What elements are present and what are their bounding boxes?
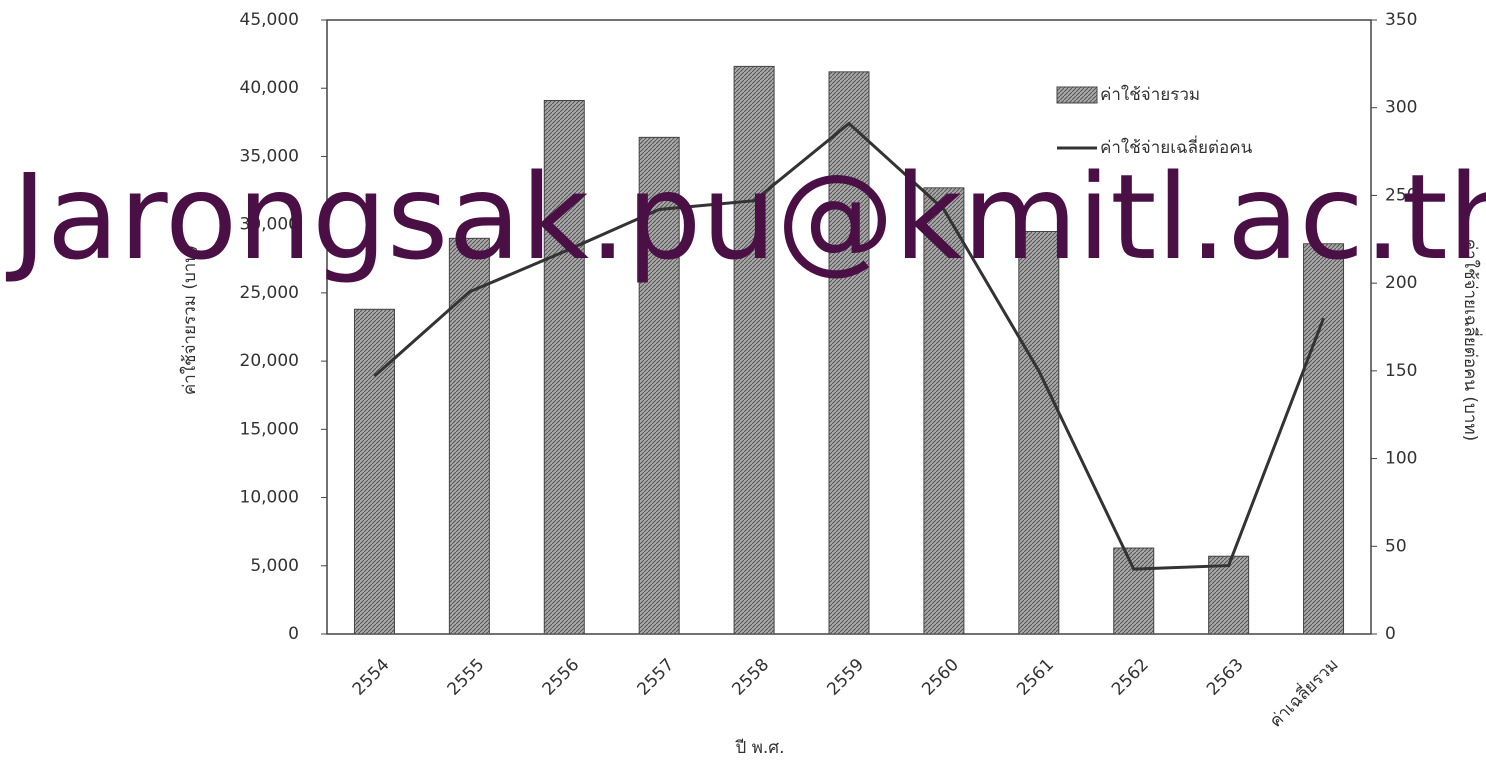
bar xyxy=(828,71,870,635)
bar xyxy=(638,136,680,635)
x-tick-label: 2561 xyxy=(1013,655,1058,700)
bar xyxy=(1113,547,1155,635)
x-tick-label: 2556 xyxy=(539,655,584,700)
x-tick-label: ค่าเฉลี่ยรวม xyxy=(1264,653,1343,732)
y-tick-label: 20,000 xyxy=(240,351,299,371)
y2-tick-label: 50 xyxy=(1385,536,1407,556)
y2-tick-label: 300 xyxy=(1385,98,1417,118)
y-tick-label: 45,000 xyxy=(240,10,299,30)
y2-tick-label: 0 xyxy=(1385,624,1396,644)
x-tick-label: 2560 xyxy=(918,655,963,700)
x-tick-label: 2559 xyxy=(823,655,868,700)
bar xyxy=(448,237,490,635)
y-tick-label: 30,000 xyxy=(240,215,299,235)
x-tick-label: 2562 xyxy=(1108,655,1153,700)
bar xyxy=(1018,230,1060,635)
x-tick-label: 2558 xyxy=(728,655,773,700)
y-tick-label: 15,000 xyxy=(240,419,299,439)
legend-label: ค่าใช้จ่ายรวม xyxy=(1100,84,1200,105)
line xyxy=(373,121,1325,571)
legend-swatch xyxy=(1056,86,1098,104)
y-axis-label: ค่าใช้จ่ายรวม (บาท) xyxy=(179,245,200,395)
y2-tick-label: 350 xyxy=(1385,10,1417,30)
y2-tick-label: 100 xyxy=(1385,449,1417,469)
y2-tick-label: 250 xyxy=(1385,185,1417,205)
bar xyxy=(1303,243,1345,635)
x-tick-label: 2563 xyxy=(1203,655,1248,700)
y2-axis-label: ค่าใช้จ่ายเฉลี่ยต่อคน (บาท) xyxy=(1460,239,1483,441)
bar xyxy=(923,187,965,635)
x-tick-label: 2555 xyxy=(444,655,489,700)
y-tick-label: 10,000 xyxy=(240,488,299,508)
y2-tick-label: 150 xyxy=(1385,361,1417,381)
legend-label: ค่าใช้จ่ายเฉลี่ยต่อคน xyxy=(1100,135,1253,158)
x-tick-label: 2557 xyxy=(634,655,679,700)
y-tick-label: 25,000 xyxy=(240,283,299,303)
bar xyxy=(733,65,775,635)
bar xyxy=(1208,555,1250,635)
y-tick-label: 40,000 xyxy=(240,78,299,98)
bar xyxy=(543,100,585,635)
y2-tick-label: 200 xyxy=(1385,273,1417,293)
y-tick-label: 35,000 xyxy=(240,146,299,166)
y-tick-label: 0 xyxy=(288,624,299,644)
x-tick-label: 2554 xyxy=(349,655,394,700)
watermark: Jarongsak.pu@kmitl.ac.th xyxy=(5,148,1486,286)
x-axis-label: ปี พ.ศ. xyxy=(735,738,785,758)
y-tick-label: 5,000 xyxy=(250,556,299,576)
bar xyxy=(353,308,395,635)
